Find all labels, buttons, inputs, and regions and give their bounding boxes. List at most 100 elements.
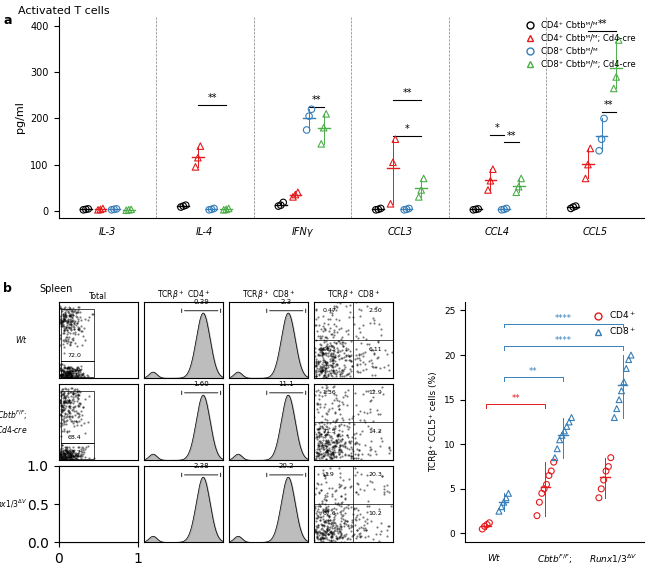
Point (315, 485, 326, 494)
Point (57, 537, 67, 546)
Point (61, 536, 72, 545)
Point (346, 366, 356, 375)
Point (57, 484, 68, 493)
Point (68, 418, 79, 427)
Point (309, 434, 319, 443)
Point (318, 354, 328, 363)
Point (70, 472, 81, 481)
Point (313, 350, 324, 359)
Point (190, 162, 201, 171)
Point (626, 350, 636, 359)
Point (70, 389, 81, 398)
Point (328, 527, 339, 536)
Point (365, 450, 375, 459)
Point (326, 452, 336, 461)
Point (61, 488, 72, 497)
Point (344, 524, 355, 533)
Point (316, 507, 326, 516)
Point (72, 451, 83, 460)
Point (317, 344, 328, 353)
Point (309, 535, 319, 544)
Point (61, 367, 72, 376)
Point (72, 363, 83, 372)
Point (74, 503, 85, 512)
Point (370, 529, 381, 538)
Point (57, 306, 68, 315)
Point (312, 449, 322, 458)
Point (73, 408, 83, 417)
Point (335, 519, 345, 528)
Point (366, 424, 376, 433)
Point (373, 205, 384, 214)
Point (320, 438, 331, 447)
Point (57, 406, 67, 415)
Point (65, 366, 75, 375)
Point (311, 534, 322, 543)
Point (324, 430, 334, 439)
Point (339, 503, 349, 512)
Point (57, 427, 67, 436)
Point (346, 523, 356, 532)
Point (372, 405, 382, 414)
Point (73, 442, 83, 451)
Point (321, 527, 332, 536)
Point (317, 361, 328, 370)
Point (68, 329, 79, 338)
Point (384, 449, 394, 458)
Point (322, 367, 332, 376)
Point (70, 535, 81, 544)
Point (58, 451, 68, 460)
Point (321, 523, 332, 532)
Point (334, 324, 345, 333)
Text: 14.3: 14.3 (68, 532, 81, 537)
Point (73, 490, 83, 499)
Point (330, 408, 340, 418)
Point (336, 528, 346, 537)
Point (326, 372, 337, 381)
Point (59, 471, 70, 480)
Point (343, 501, 354, 510)
Point (316, 334, 326, 343)
Point (372, 353, 383, 362)
Point (62, 321, 72, 330)
Point (57, 387, 67, 396)
Point (72, 319, 82, 328)
Point (416, 185, 426, 194)
Point (70, 532, 81, 541)
Point (55, 483, 66, 492)
Text: 20.2: 20.2 (278, 463, 294, 469)
Point (329, 346, 339, 355)
Point (320, 424, 331, 433)
Point (58, 455, 68, 464)
Point (66, 368, 76, 377)
Point (67, 476, 77, 485)
Point (70, 484, 81, 493)
Point (68, 389, 79, 398)
Point (66, 372, 76, 381)
Point (72, 307, 83, 316)
Point (314, 489, 324, 498)
Point (329, 325, 339, 334)
Point (71, 529, 81, 538)
Point (66, 499, 76, 508)
Point (340, 438, 350, 447)
Point (66, 363, 76, 372)
Point (55, 303, 66, 312)
Point (320, 360, 331, 370)
Point (311, 320, 322, 329)
Point (75, 536, 86, 545)
Point (335, 441, 345, 450)
Point (358, 358, 369, 367)
Point (62, 308, 73, 317)
Point (353, 480, 363, 489)
Point (67, 475, 77, 484)
Point (68, 315, 78, 324)
Point (71, 481, 81, 490)
Point (65, 537, 75, 546)
Point (333, 351, 343, 360)
Point (79, 323, 89, 332)
Point (58, 455, 68, 464)
Point (68, 334, 78, 343)
Point (62, 363, 73, 372)
Point (320, 528, 330, 537)
